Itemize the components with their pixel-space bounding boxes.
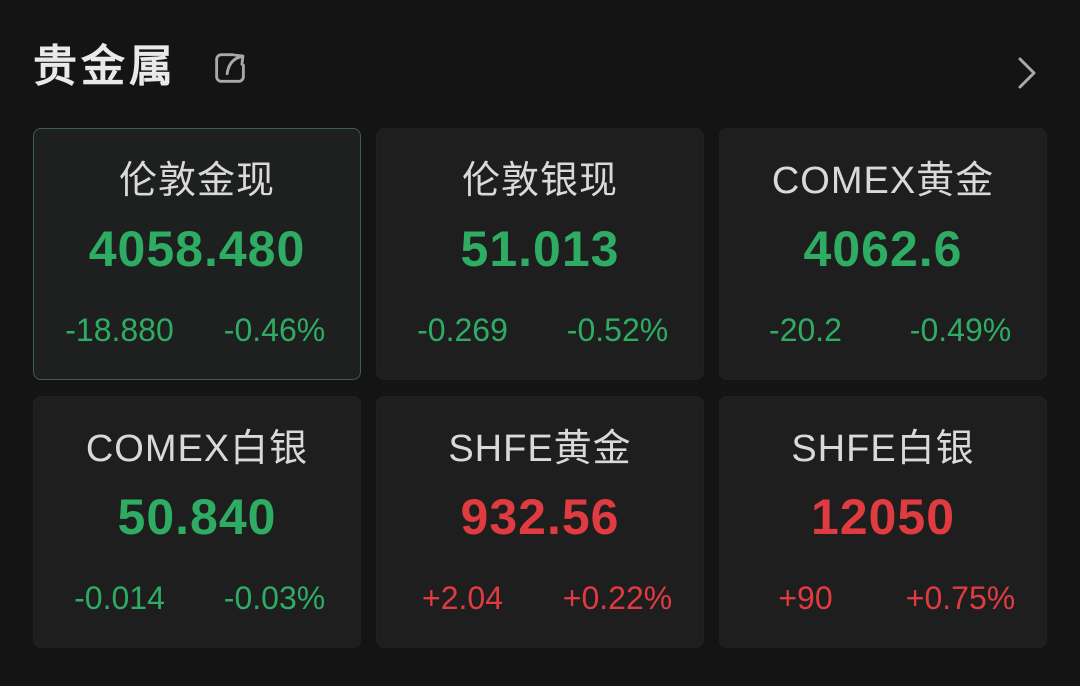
change-row: +90 +0.75% bbox=[728, 579, 1038, 617]
price-change: +90 bbox=[778, 580, 833, 616]
price-change: -18.880 bbox=[65, 312, 174, 348]
instrument-name: SHFE黄金 bbox=[448, 428, 632, 470]
price-change-percent: +0.22% bbox=[562, 580, 673, 616]
price-change: -0.014 bbox=[74, 580, 165, 616]
quote-card[interactable]: SHFE白银 12050 +90 +0.75% bbox=[719, 396, 1047, 648]
price-change: -20.2 bbox=[769, 312, 842, 348]
last-price: 932.56 bbox=[460, 489, 620, 545]
price-change-percent: -0.52% bbox=[566, 312, 669, 348]
price-change: -0.269 bbox=[417, 312, 508, 348]
price-change-percent: +0.75% bbox=[905, 580, 1016, 616]
change-row: -18.880 -0.46% bbox=[42, 311, 352, 349]
chevron-right-icon[interactable] bbox=[1014, 54, 1040, 97]
price-change-percent: -0.03% bbox=[223, 580, 326, 616]
change-row: -20.2 -0.49% bbox=[728, 311, 1038, 349]
instrument-name: 伦敦金现 bbox=[118, 160, 275, 202]
change-row: +2.04 +0.22% bbox=[385, 579, 695, 617]
last-price: 4062.6 bbox=[803, 221, 963, 277]
page-title: 贵金属 bbox=[33, 42, 177, 91]
quote-card[interactable]: 伦敦金现 4058.480 -18.880 -0.46% bbox=[33, 128, 361, 380]
instrument-name: COMEX白银 bbox=[85, 428, 309, 470]
share-icon[interactable] bbox=[209, 47, 251, 94]
cards-grid: 伦敦金现 4058.480 -18.880 -0.46% 伦敦银现 51.013… bbox=[33, 128, 1047, 648]
price-change-percent: -0.49% bbox=[909, 312, 1012, 348]
quote-card[interactable]: SHFE黄金 932.56 +2.04 +0.22% bbox=[376, 396, 704, 648]
last-price: 12050 bbox=[810, 489, 956, 545]
price-change: +2.04 bbox=[422, 580, 503, 616]
last-price: 4058.480 bbox=[88, 221, 306, 277]
instrument-name: 伦敦银现 bbox=[461, 160, 618, 202]
change-row: -0.269 -0.52% bbox=[385, 311, 695, 349]
last-price: 50.840 bbox=[117, 489, 277, 545]
instrument-name: COMEX黄金 bbox=[771, 160, 995, 202]
quote-card[interactable]: COMEX白银 50.840 -0.014 -0.03% bbox=[33, 396, 361, 648]
price-change-percent: -0.46% bbox=[223, 312, 326, 348]
section-header: 贵金属 bbox=[33, 38, 1080, 98]
instrument-name: SHFE白银 bbox=[791, 428, 975, 470]
change-row: -0.014 -0.03% bbox=[42, 579, 352, 617]
quote-card[interactable]: 伦敦银现 51.013 -0.269 -0.52% bbox=[376, 128, 704, 380]
quote-card[interactable]: COMEX黄金 4062.6 -20.2 -0.49% bbox=[719, 128, 1047, 380]
last-price: 51.013 bbox=[460, 221, 620, 277]
